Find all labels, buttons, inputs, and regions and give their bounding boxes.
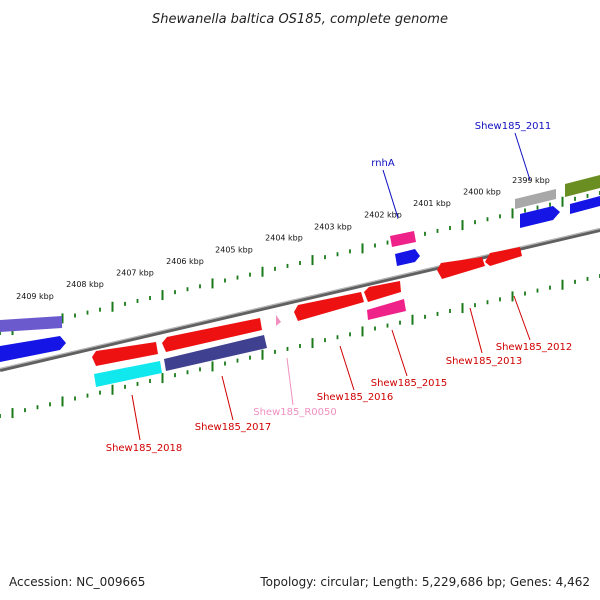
- gene-arrow-gray[interactable]: [515, 189, 556, 209]
- gene-labels: Shew185_2011 rnhA Shew185_2012 Shew185_2…: [106, 121, 573, 454]
- tick-label: 2408 kbp: [66, 280, 104, 289]
- scale-tick-labels: 2399 kbp 2400 kbp 2401 kbp 2402 kbp 2403 kbp…: [16, 176, 550, 301]
- gene-label-shew185-2012[interactable]: Shew185_2012: [496, 342, 573, 353]
- gene-label-shew185-2015[interactable]: Shew185_2015: [371, 378, 448, 389]
- tick-label: 2401 kbp: [413, 199, 451, 208]
- gene-label-shew185-2016[interactable]: Shew185_2016: [317, 392, 394, 403]
- tick-label: 2406 kbp: [166, 257, 204, 266]
- gene-arrow-red-2018[interactable]: [92, 342, 158, 366]
- gene-label-shew185-2013[interactable]: Shew185_2013: [446, 356, 523, 367]
- gene-arrow-blue-right[interactable]: [570, 196, 600, 214]
- tick-label: 2405 kbp: [215, 245, 253, 254]
- accession-text: Accession: NC_009665: [9, 575, 145, 589]
- gene-label-leaders: [131, 132, 531, 441]
- gene-label-shew185-R0050[interactable]: Shew185_R0050: [253, 407, 337, 418]
- gene-arrow-blue-2011[interactable]: [520, 206, 560, 228]
- tick-label: 2402 kbp: [364, 211, 402, 220]
- gene-arrow-magenta-2015[interactable]: [367, 299, 406, 320]
- gene-label-rnhA[interactable]: rnhA: [371, 158, 395, 169]
- gene-arrow-cyan-2018[interactable]: [94, 361, 162, 387]
- gene-arrow-red-2013[interactable]: [437, 257, 485, 279]
- gene-label-shew185-2011[interactable]: Shew185_2011: [475, 121, 552, 132]
- gene-arrow-olive[interactable]: [565, 175, 600, 197]
- gene-track-reverse: [92, 247, 522, 387]
- tick-label: 2399 kbp: [512, 176, 550, 185]
- gene-arrow-red-2012[interactable]: [485, 247, 522, 266]
- gene-track-forward: [0, 175, 600, 362]
- tick-label: 2407 kbp: [116, 269, 154, 278]
- gene-arrow-red-2016[interactable]: [294, 292, 364, 321]
- rna-marker-R0050[interactable]: [276, 315, 281, 326]
- map-title: Shewanella baltica OS185, complete genom…: [152, 12, 448, 27]
- gene-label-shew185-2018[interactable]: Shew185_2018: [106, 443, 183, 454]
- tick-label: 2400 kbp: [463, 188, 501, 197]
- topology-text: Topology: circular; Length: 5,229,686 bp…: [259, 575, 590, 589]
- gene-arrow-navy-2017[interactable]: [164, 335, 267, 371]
- gene-arrow-magenta-rnhA[interactable]: [390, 231, 416, 247]
- gene-arrow-blue-small[interactable]: [395, 249, 420, 266]
- tick-label: 2409 kbp: [16, 292, 54, 301]
- gene-arrow-blue-large[interactable]: [0, 336, 66, 362]
- gene-arrow-red-2014[interactable]: [364, 281, 401, 302]
- tick-label: 2404 kbp: [265, 234, 303, 243]
- scale-ruler-bottom: [0, 274, 600, 419]
- gene-arrow-red-2017[interactable]: [162, 318, 262, 352]
- tick-label: 2403 kbp: [314, 222, 352, 231]
- gene-arrow-slate[interactable]: [0, 316, 62, 332]
- gene-label-shew185-2017[interactable]: Shew185_2017: [195, 422, 272, 433]
